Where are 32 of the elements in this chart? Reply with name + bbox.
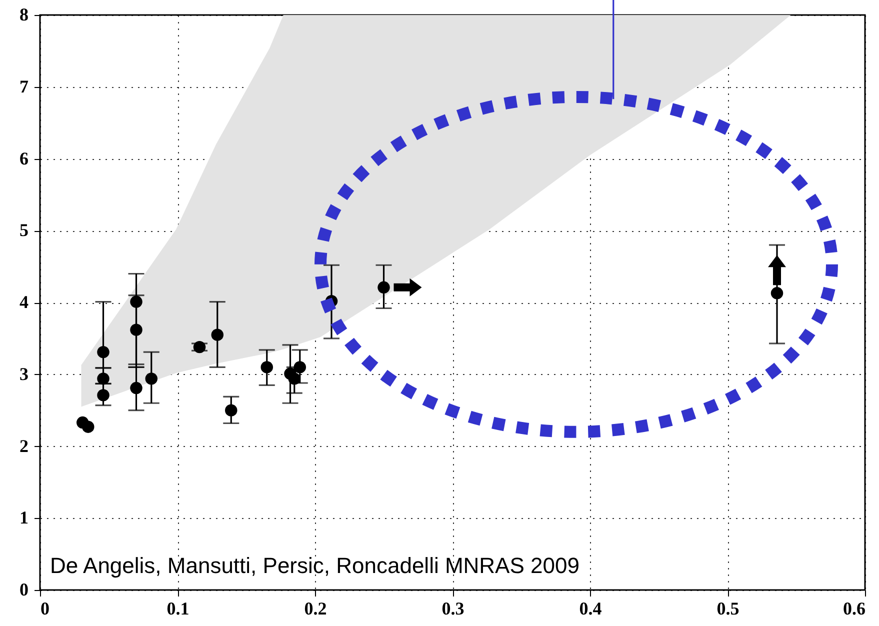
- y-tick-label: 2: [20, 436, 28, 456]
- point: [294, 361, 306, 374]
- point: [130, 382, 142, 394]
- annotation: De Angelis, Mansutti, Persic, Roncadelli MNRAS 2009: [50, 553, 580, 578]
- x-tick-label: 0.5: [716, 598, 740, 618]
- y-tick-label: 4: [20, 292, 28, 312]
- point: [378, 281, 390, 294]
- point: [82, 420, 94, 433]
- point: [97, 372, 110, 385]
- x-tick-label: 0.3: [442, 598, 464, 618]
- y-tick-label: 6: [20, 148, 28, 168]
- x-tick-label: 0.4: [579, 598, 602, 618]
- point: [97, 346, 110, 358]
- point: [130, 296, 142, 308]
- point: [288, 372, 300, 385]
- y-tick-label: 0: [20, 580, 28, 600]
- y-tick-label: 5: [20, 220, 28, 240]
- point: [770, 287, 784, 300]
- x-tick-label: 0.1: [166, 598, 190, 618]
- point: [145, 372, 158, 385]
- point: [130, 324, 142, 336]
- x-tick-label: 0.2: [304, 598, 327, 618]
- point: [97, 389, 110, 402]
- y-tick-label: 1: [20, 508, 28, 528]
- point: [225, 404, 238, 416]
- y-tick-label: 8: [20, 4, 28, 24]
- point: [211, 328, 224, 341]
- y-tick-label: 7: [20, 76, 28, 96]
- y-tick-label: 3: [20, 364, 28, 384]
- x-tick-label: 0.6: [843, 598, 866, 618]
- point: [260, 361, 273, 374]
- x-tick-label: 0: [40, 598, 50, 618]
